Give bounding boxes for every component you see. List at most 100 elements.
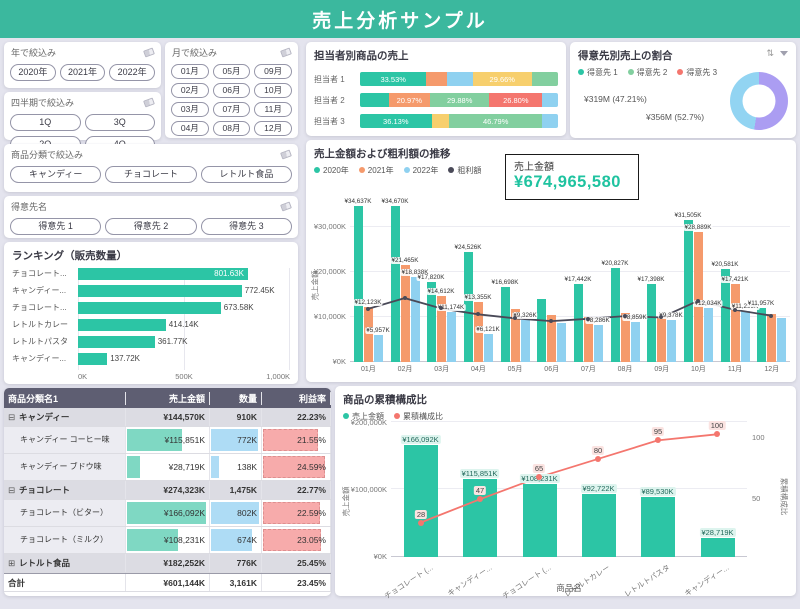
line-point[interactable]	[733, 307, 737, 312]
bar-segment[interactable]: 36.13%	[360, 114, 432, 128]
clear-filter-eraser-icon[interactable]	[280, 149, 292, 160]
customer-button-1[interactable]: 得意先 1	[10, 218, 102, 235]
pareto-bar[interactable]: ¥28,719K	[699, 527, 736, 557]
year-button-2022[interactable]: 2022年	[109, 64, 156, 81]
month-button-07[interactable]: 07月	[212, 102, 251, 117]
pareto-bar[interactable]: ¥108,231K	[519, 473, 560, 557]
bar-2020[interactable]: ¥34,670K	[380, 198, 410, 362]
bar-2022[interactable]: ¥6,121K	[475, 326, 501, 362]
bar-2021[interactable]	[656, 316, 666, 362]
bar-2021[interactable]	[766, 314, 776, 362]
month-button-10[interactable]: 10月	[254, 83, 292, 98]
ranking-bar[interactable]	[78, 284, 242, 297]
header-margin[interactable]: 利益率	[262, 391, 331, 405]
bar-segment[interactable]	[541, 114, 558, 128]
line-point[interactable]: 80	[591, 445, 605, 462]
line-point[interactable]: 100	[708, 421, 726, 438]
table-row[interactable]: ⊞ レトルト食品 ¥182,252K 776K 25.45%	[4, 554, 331, 573]
month-button-12[interactable]: 12月	[254, 121, 292, 136]
month-button-09[interactable]: 09月	[254, 64, 292, 79]
bar-2020[interactable]	[536, 299, 546, 362]
pareto-bar[interactable]: ¥89,530K	[639, 486, 676, 557]
bar-segment[interactable]: 29.66%	[472, 72, 532, 86]
bar-2022[interactable]: ¥11,174K	[436, 303, 466, 362]
month-button-02[interactable]: 02月	[171, 83, 209, 98]
bar-2021[interactable]	[583, 317, 593, 362]
table-row[interactable]: ⊟ キャンディー ¥144,570K 910K 22.23%	[4, 408, 331, 427]
table-row[interactable]: チョコレート（ビター） ¥166,092K 802K 22.59%	[4, 500, 331, 527]
header-category[interactable]: 商品分類名1	[4, 391, 126, 405]
month-button-04[interactable]: 04月	[171, 121, 209, 136]
bar-segment[interactable]: 26.80%	[489, 93, 543, 107]
sort-icon[interactable]: ⇅	[766, 48, 774, 58]
month-button-08[interactable]: 08月	[212, 121, 251, 136]
line-point[interactable]: 28	[414, 509, 428, 526]
bar-2021[interactable]	[510, 308, 520, 362]
bar-2021[interactable]: ¥14,612K	[426, 288, 456, 362]
bar-2020[interactable]: ¥20,581K	[710, 261, 740, 362]
quarter-button-3q[interactable]: 3Q	[84, 114, 155, 131]
bar-2021[interactable]: ¥17,421K	[720, 275, 750, 362]
bar-2021[interactable]: ¥12,123K	[353, 299, 383, 362]
bar-2020[interactable]: ¥20,827K	[600, 260, 630, 362]
bar-segment[interactable]: 29.88%	[430, 93, 490, 107]
bar-segment[interactable]: 46.79%	[449, 114, 542, 128]
bar-2021[interactable]: ¥28,889K	[683, 224, 713, 362]
ranking-bar[interactable]	[78, 267, 248, 280]
table-row[interactable]: キャンディー ブドウ味 ¥28,719K 138K 24.59%	[4, 454, 331, 481]
bar-segment[interactable]	[531, 72, 558, 86]
pareto-bar[interactable]: ¥166,092K	[400, 434, 441, 557]
year-button-2020[interactable]: 2020年	[10, 64, 56, 81]
year-button-2021[interactable]: 2021年	[59, 64, 106, 81]
bar-segment[interactable]	[360, 93, 389, 107]
bar-2020[interactable]: ¥16,698K	[490, 278, 520, 362]
bar-2022[interactable]: ¥11,299K	[730, 303, 760, 362]
category-button-chocolate[interactable]: チョコレート	[105, 166, 197, 183]
bar-2022[interactable]: ¥9,378K	[658, 311, 684, 362]
bar-2022[interactable]: ¥9,326K	[512, 312, 538, 362]
bar-2022[interactable]	[556, 323, 566, 362]
bar-segment[interactable]: 33.53%	[360, 72, 427, 86]
bar-segment[interactable]	[542, 93, 558, 107]
header-sales[interactable]: 売上金額	[126, 391, 210, 405]
bar-2021[interactable]: ¥21,465K	[390, 257, 420, 362]
ranking-bar[interactable]	[78, 318, 166, 331]
customer-button-2[interactable]: 得意先 2	[105, 218, 197, 235]
line-point[interactable]: 95	[651, 427, 665, 444]
bar-2022[interactable]: ¥18,838K	[400, 269, 430, 362]
bar-segment[interactable]	[426, 72, 448, 86]
bar-2020[interactable]: ¥17,398K	[636, 275, 666, 362]
funnel-icon[interactable]	[780, 51, 788, 56]
line-point[interactable]	[366, 306, 370, 311]
bar-2022[interactable]: ¥5,957K	[365, 327, 391, 362]
month-button-05[interactable]: 05月	[212, 64, 251, 79]
bar-2022[interactable]: ¥8,859K	[622, 314, 648, 362]
expand-collapse-icon[interactable]: ⊟	[8, 411, 16, 422]
bar-2021[interactable]	[546, 315, 556, 362]
table-row[interactable]: ⊟ チョコレート ¥274,323K 1,475K 22.77%	[4, 481, 331, 500]
bar-2020[interactable]: ¥34,637K	[343, 198, 373, 362]
bar-2020[interactable]: ¥11,957K	[746, 300, 776, 362]
bar-2021[interactable]	[620, 313, 630, 362]
expand-collapse-icon[interactable]: ⊟	[8, 484, 16, 495]
expand-collapse-icon[interactable]: ⊞	[8, 557, 16, 568]
bar-2022[interactable]	[776, 317, 786, 362]
bar-2022[interactable]: ¥12,034K	[693, 299, 723, 362]
month-button-03[interactable]: 03月	[171, 102, 209, 117]
line-point[interactable]	[769, 313, 773, 318]
ranking-bar[interactable]	[78, 352, 108, 365]
bar-2022[interactable]: ¥8,286K	[585, 316, 611, 362]
clear-filter-eraser-icon[interactable]	[143, 97, 155, 108]
quarter-button-1q[interactable]: 1Q	[10, 114, 81, 131]
line-point[interactable]	[696, 298, 700, 303]
clear-filter-eraser-icon[interactable]	[143, 47, 155, 58]
month-button-11[interactable]: 11月	[254, 102, 292, 117]
table-row[interactable]: チョコレート（ミルク） ¥108,231K 674K 23.05%	[4, 527, 331, 554]
month-button-01[interactable]: 01月	[171, 64, 209, 79]
ranking-bar[interactable]	[78, 335, 155, 348]
bar-segment[interactable]: 20.97%	[388, 93, 431, 107]
bar-2020[interactable]: ¥17,442K	[563, 275, 593, 362]
category-button-retort[interactable]: レトルト食品	[200, 166, 292, 183]
month-button-06[interactable]: 06月	[212, 83, 251, 98]
clear-filter-eraser-icon[interactable]	[280, 47, 292, 58]
